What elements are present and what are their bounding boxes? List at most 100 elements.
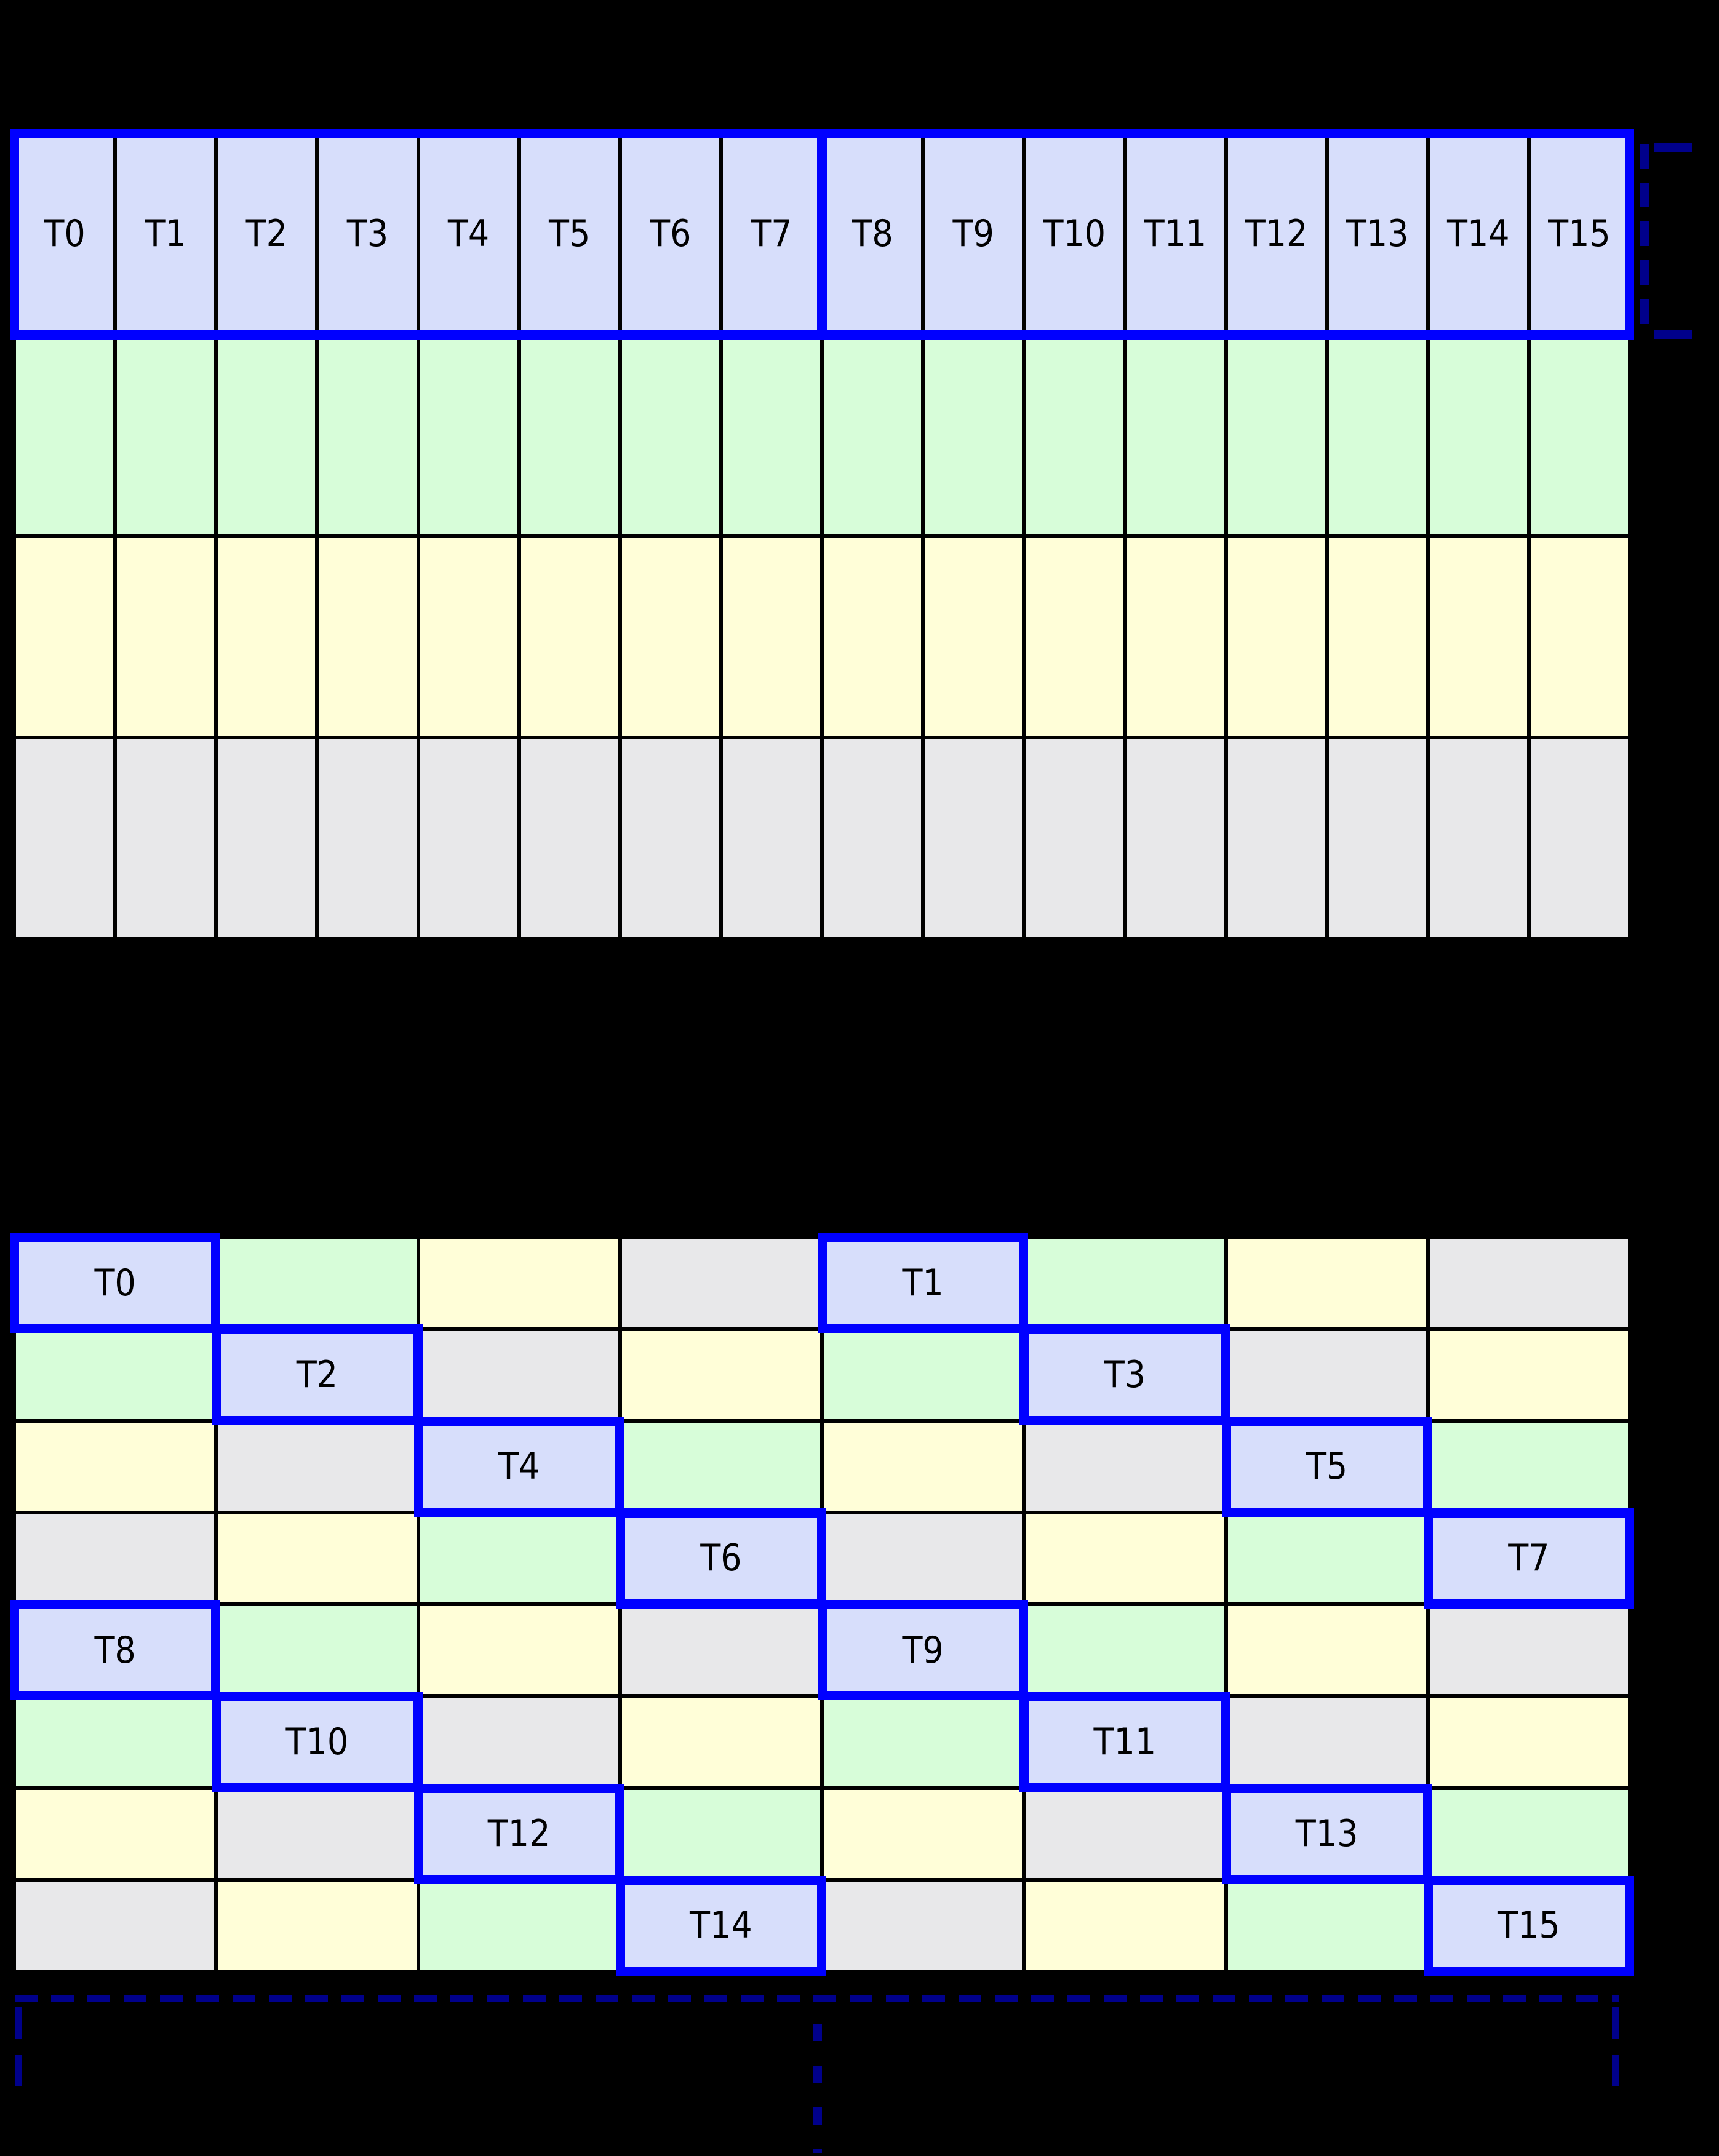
gray-memory-cell (16, 1514, 215, 1602)
thread-label: T4 (447, 212, 490, 255)
thread-cell-t15: T15 (1530, 135, 1628, 333)
yellow-memory-cell (1530, 538, 1628, 736)
yellow-memory-cell (925, 538, 1023, 736)
gray-memory-cell (420, 1331, 618, 1419)
green-memory-cell (925, 336, 1023, 534)
yellow-memory-cell (218, 1514, 417, 1602)
thread-label: T1 (145, 212, 186, 255)
green-memory-cell (1127, 336, 1224, 534)
thread-label: T10 (1043, 212, 1106, 255)
thread-cell-t1: T1 (818, 1233, 1029, 1334)
thread-cell-t6: T6 (621, 135, 719, 333)
thread-label: T11 (1093, 1720, 1157, 1764)
green-memory-cell (1026, 1606, 1224, 1695)
thread-cell-t5: T5 (1221, 1416, 1432, 1517)
thread-cell-t14: T14 (615, 1875, 826, 1976)
thread-label: T7 (751, 212, 792, 255)
thread-label: T5 (549, 212, 591, 255)
thread-cell-t9: T9 (818, 1600, 1029, 1701)
green-memory-cell (722, 336, 820, 534)
thread-label: T2 (296, 1353, 338, 1396)
thread-label: T12 (1245, 212, 1308, 255)
gray-memory-cell (621, 1239, 820, 1327)
green-memory-cell (1530, 336, 1628, 534)
warp-row-bracket-icon (1640, 143, 1692, 339)
gray-memory-cell (824, 739, 922, 937)
thread-label: T4 (498, 1445, 540, 1489)
yellow-memory-cell (621, 1331, 820, 1419)
yellow-memory-cell (621, 538, 719, 736)
yellow-memory-cell (218, 538, 316, 736)
thread-label: T9 (952, 212, 994, 255)
gray-memory-cell (218, 1789, 417, 1878)
thread-label: T0 (94, 1261, 136, 1305)
green-memory-cell (824, 1331, 1023, 1419)
thread-cell-t3: T3 (1019, 1324, 1230, 1425)
green-memory-cell (621, 1422, 820, 1511)
thread-label: T12 (487, 1812, 551, 1856)
thread-label: T2 (245, 212, 287, 255)
gray-memory-cell (1026, 739, 1123, 937)
green-memory-cell (420, 1881, 618, 1970)
iteration-span-bracket-icon (15, 1995, 1619, 2091)
warp-coalesced-access-grid: T0 T1 T2 T3 T4 T5 T6 T7 T8 T9 T10 T11 T12 T13 T14 T15 (10, 129, 1634, 941)
gray-memory-cell (1227, 1331, 1426, 1419)
yellow-memory-cell (420, 1606, 618, 1695)
green-memory-cell (16, 1698, 215, 1786)
thread-label: T13 (1295, 1812, 1358, 1856)
gray-memory-cell (1429, 739, 1527, 937)
thread-cell-t8: T8 (824, 135, 922, 333)
green-memory-cell (520, 336, 618, 534)
thread-label: T14 (1446, 212, 1510, 255)
gray-memory-cell (1429, 1239, 1628, 1327)
green-memory-cell (1328, 336, 1426, 534)
thread-cell-t4: T4 (420, 135, 517, 333)
gray-memory-cell (1227, 1698, 1426, 1786)
thread-label: T6 (700, 1537, 742, 1580)
green-memory-cell (319, 336, 417, 534)
yellow-memory-cell (319, 538, 417, 736)
green-memory-cell (16, 1331, 215, 1419)
thread-cell-t7: T7 (722, 135, 820, 333)
gray-memory-cell (621, 1606, 820, 1695)
thread-cell-t1: T1 (117, 135, 215, 333)
yellow-memory-cell (117, 538, 215, 736)
green-memory-cell (218, 1606, 417, 1695)
yellow-memory-cell (824, 1789, 1023, 1878)
green-memory-cell (420, 1514, 618, 1602)
yellow-memory-cell (1429, 1331, 1628, 1419)
thread-label: T10 (285, 1720, 349, 1764)
thread-cell-t8: T8 (10, 1600, 221, 1701)
green-memory-cell (117, 336, 215, 534)
thread-label: T14 (690, 1904, 752, 1947)
yellow-memory-cell (1026, 1514, 1224, 1602)
yellow-memory-cell (1127, 538, 1224, 736)
green-memory-cell (218, 336, 316, 534)
thread-cell-t13: T13 (1328, 135, 1426, 333)
thread-cell-t2: T2 (212, 1324, 423, 1425)
green-memory-cell (218, 1239, 417, 1327)
green-memory-cell (1429, 1789, 1628, 1878)
thread-label: T11 (1144, 212, 1207, 255)
gray-memory-cell (925, 739, 1023, 937)
yellow-memory-cell (1429, 1698, 1628, 1786)
gray-memory-cell (1127, 739, 1224, 937)
yellow-memory-cell (1026, 538, 1123, 736)
yellow-memory-cell (824, 1422, 1023, 1511)
yellow-memory-cell (420, 1239, 618, 1327)
green-memory-cell (1227, 1881, 1426, 1970)
strided-access-grid: T0 T1 T2 T3 T4 T5 T6 T7 T8 T9 T10 T11 T12 T13 T14 T15 (10, 1233, 1634, 1976)
thread-cell-t6: T6 (615, 1508, 826, 1609)
green-memory-cell (16, 336, 114, 534)
thread-label: T6 (650, 212, 692, 255)
gray-memory-cell (722, 739, 820, 937)
yellow-memory-cell (1026, 1881, 1224, 1970)
thread-label: T8 (852, 212, 893, 255)
thread-cell-t14: T14 (1429, 135, 1527, 333)
gray-memory-cell (420, 1698, 618, 1786)
yellow-memory-cell (1227, 1239, 1426, 1327)
green-memory-cell (1429, 1422, 1628, 1511)
gray-memory-cell (1026, 1422, 1224, 1511)
gray-memory-cell (16, 739, 114, 937)
thread-label: T1 (902, 1261, 944, 1305)
